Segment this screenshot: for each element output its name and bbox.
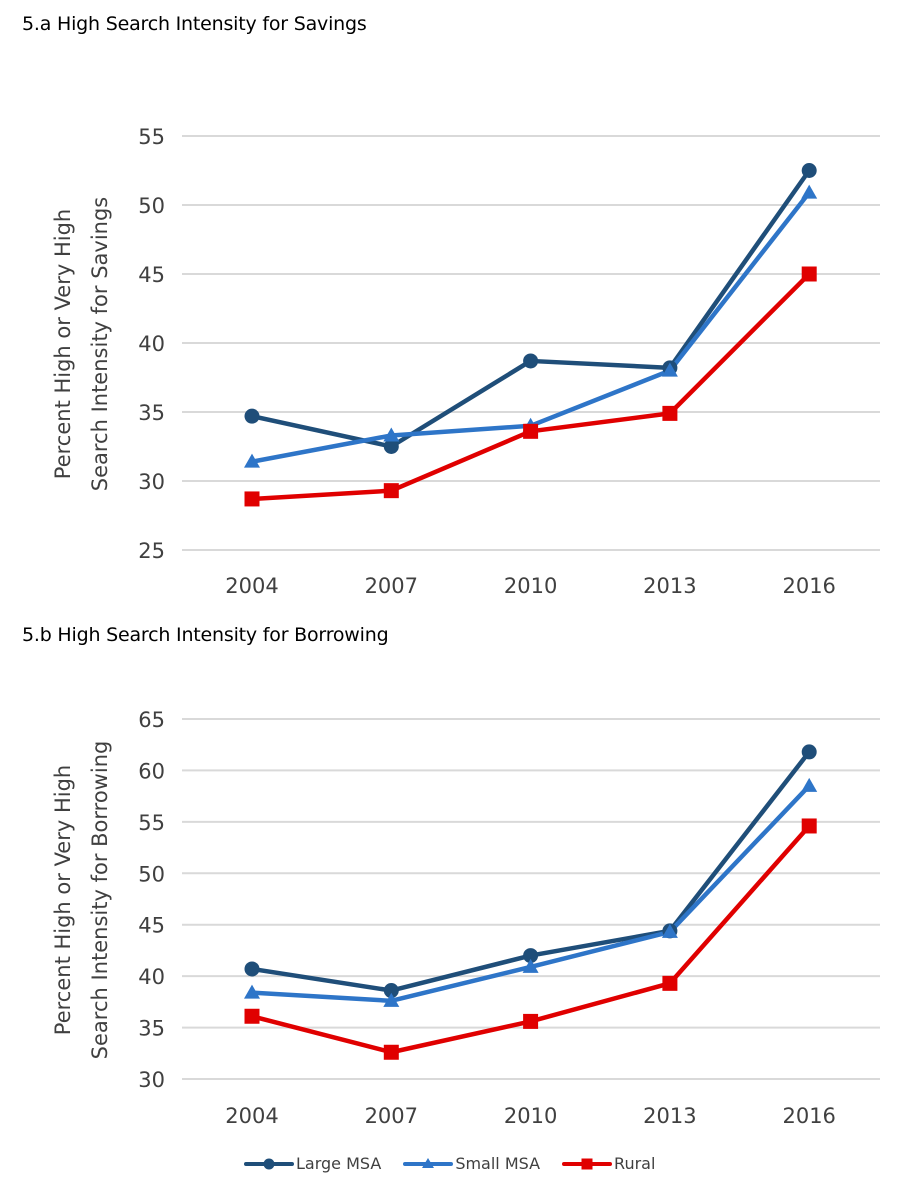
data-point-small-msa: [522, 958, 539, 973]
y-axis-title-line: Percent High or Very High: [51, 765, 75, 1035]
x-tick-label: 2004: [225, 1104, 278, 1128]
chart-b-title: 5.b High Search Intensity for Borrowing: [22, 624, 389, 646]
chart-a-title: 5.a High Search Intensity for Savings: [22, 13, 367, 35]
data-point-large-msa: [523, 948, 539, 964]
legend-marker-triangle-icon: [403, 1157, 454, 1168]
data-point-rural: [244, 491, 260, 507]
data-point-small-msa: [661, 923, 678, 938]
y-axis-title-line: Search Intensity for Borrowing: [88, 741, 112, 1060]
x-tick-label: 2016: [782, 574, 835, 598]
y-tick-label: 40: [138, 965, 165, 989]
legend: Large MSA Small MSA Rural: [244, 1154, 655, 1173]
data-point-small-msa: [244, 984, 260, 999]
data-point-rural: [662, 975, 678, 991]
x-tick-label: 2013: [643, 1104, 696, 1128]
y-tick-label: 55: [138, 125, 165, 149]
data-point-rural: [383, 483, 399, 499]
x-tick-label: 2007: [365, 574, 418, 598]
data-point-large-msa: [801, 744, 817, 760]
y-tick-label: 25: [138, 539, 165, 563]
y-axis-title: Percent High or Very High Search Intensit…: [51, 741, 112, 1060]
legend-label: Large MSA: [296, 1154, 382, 1173]
x-tick-label: 2013: [643, 574, 696, 598]
y-tick-label: 60: [138, 759, 165, 783]
x-tick-label: 2016: [782, 1104, 835, 1128]
legend-item-large-msa: Large MSA: [244, 1154, 381, 1173]
data-point-small-msa: [801, 777, 818, 792]
y-tick-label: 35: [138, 1017, 165, 1041]
legend-label: Small MSA: [455, 1154, 541, 1173]
data-point-rural: [801, 818, 817, 834]
legend-item-rural: Rural: [562, 1154, 655, 1173]
x-tick-label: 2010: [504, 574, 557, 598]
data-point-rural: [244, 1008, 260, 1024]
y-tick-label: 50: [138, 194, 165, 218]
y-tick-label: 35: [138, 401, 165, 425]
y-tick-label: 45: [138, 263, 165, 287]
data-point-rural: [801, 266, 817, 282]
y-axis-title: Percent High or Very High Search Intensit…: [51, 197, 112, 492]
data-point-rural: [662, 405, 678, 421]
y-tick-label: 30: [138, 1068, 165, 1092]
y-tick-label: 55: [138, 811, 165, 835]
data-point-small-msa: [244, 453, 260, 468]
data-point-rural: [523, 1013, 539, 1029]
y-tick-label: 40: [138, 332, 165, 356]
data-point-rural: [523, 423, 539, 439]
data-point-large-msa: [244, 961, 260, 977]
y-tick-label: 50: [138, 862, 165, 886]
y-tick-label: 65: [138, 708, 165, 732]
legend-item-small-msa: Small MSA: [403, 1154, 540, 1173]
data-point-large-msa: [244, 408, 260, 424]
data-point-rural: [383, 1044, 399, 1060]
x-tick-label: 2007: [365, 1104, 418, 1128]
x-tick-label: 2010: [504, 1104, 557, 1128]
legend-label: Rural: [614, 1154, 656, 1173]
data-point-small-msa: [383, 992, 400, 1007]
x-tick-label: 2004: [225, 574, 278, 598]
data-point-small-msa: [661, 362, 678, 377]
y-axis-title-line: Search Intensity for Savings: [88, 197, 112, 492]
data-point-large-msa: [523, 353, 539, 369]
data-point-large-msa: [801, 163, 817, 178]
chart-a-savings: 25 30 35 40 45 50 55 2004 2007 2010 2013 2016 Percen…: [51, 125, 880, 598]
data-point-small-msa: [383, 427, 400, 442]
data-point-large-msa: [383, 439, 399, 454]
legend-marker-square-icon: [562, 1158, 613, 1169]
y-axis-title-line: Percent High or Very High: [51, 209, 75, 479]
data-point-small-msa: [801, 184, 818, 199]
legend-marker-circle-icon: [244, 1158, 294, 1169]
y-tick-label: 30: [138, 470, 165, 494]
data-point-large-msa: [383, 983, 399, 999]
y-tick-label: 45: [138, 914, 165, 938]
